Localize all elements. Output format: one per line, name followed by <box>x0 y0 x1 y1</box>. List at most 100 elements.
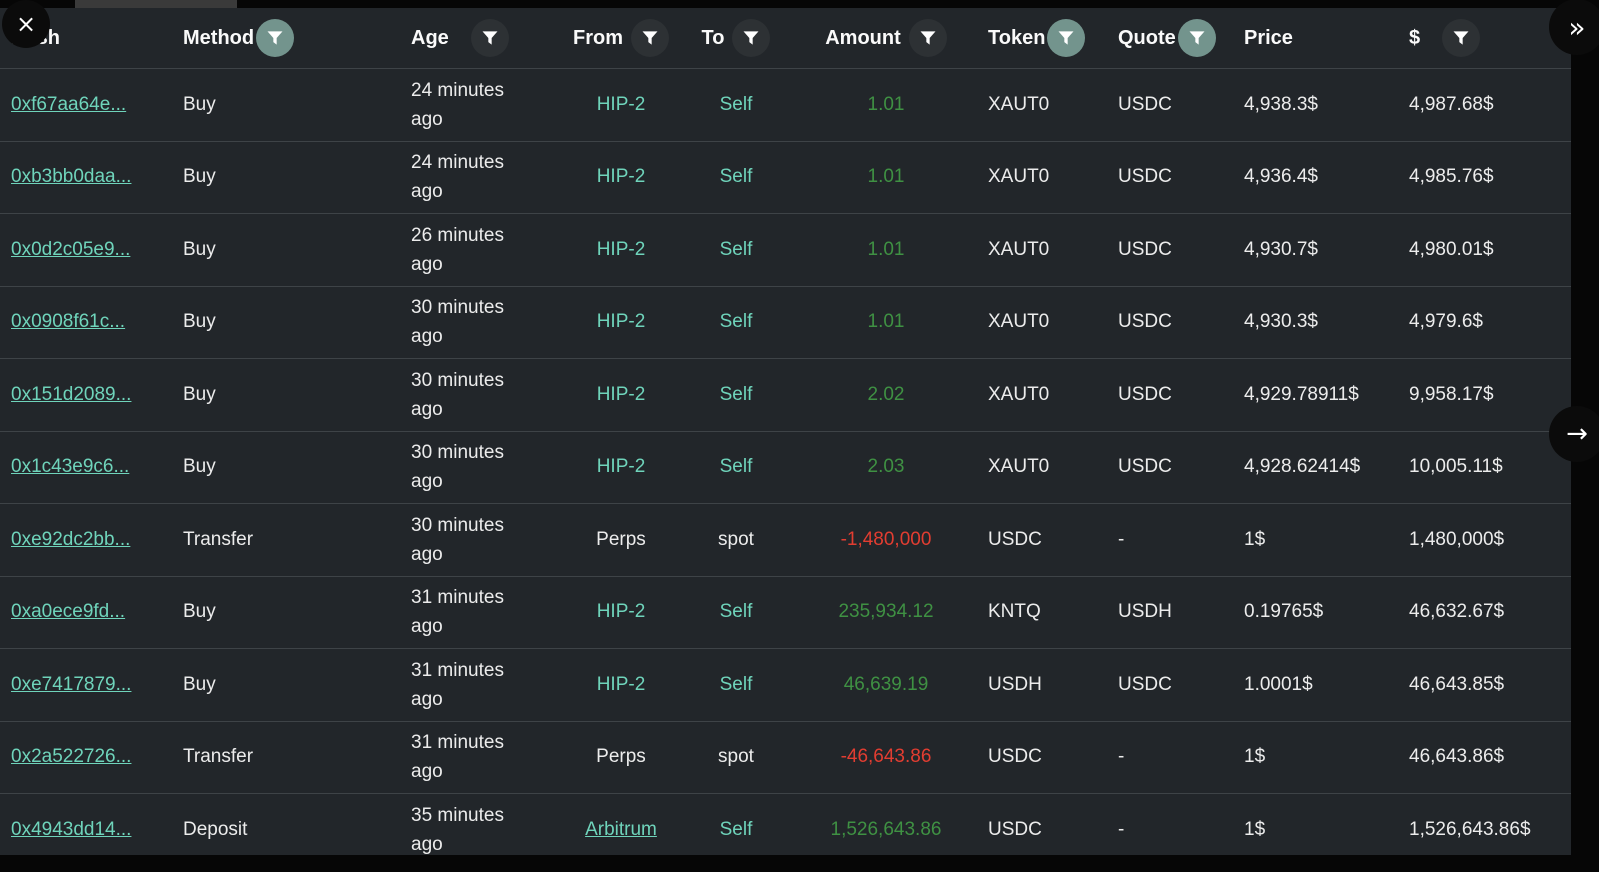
column-header-label: Token <box>988 26 1046 49</box>
column-header-label: Amount <box>825 26 901 49</box>
double-chevron-right-icon: » <box>1568 10 1586 44</box>
to-value[interactable]: Self <box>719 456 753 478</box>
from-value[interactable]: HIP-2 <box>596 238 646 260</box>
filter-icon-usd[interactable] <box>1442 19 1481 57</box>
scroll-right-button[interactable]: → <box>1549 406 1599 462</box>
to-value[interactable]: Self <box>719 383 753 405</box>
from-value: Perps <box>596 746 646 768</box>
hash-link[interactable]: 0x4943dd14... <box>11 818 132 840</box>
to-value[interactable]: Self <box>719 601 753 623</box>
from-value[interactable]: HIP-2 <box>596 673 646 695</box>
collapse-panel-button[interactable]: » <box>1549 0 1599 55</box>
filter-icon-token[interactable] <box>1047 19 1086 57</box>
cell-to: Self <box>677 239 795 261</box>
cell-method: Transfer <box>183 746 254 768</box>
from-value[interactable]: HIP-2 <box>596 311 646 333</box>
filter-icon-from[interactable] <box>631 19 669 57</box>
cell-token: XAUT0 <box>988 311 1050 333</box>
column-header-label: Method <box>183 26 255 49</box>
column-header-amount: Amount <box>795 19 977 57</box>
column-header-quote: Quote <box>1107 19 1233 57</box>
arrow-right-icon: → <box>1566 419 1588 449</box>
cell-token: KNTQ <box>988 601 1041 623</box>
hash-link[interactable]: 0xe7417879... <box>11 673 132 695</box>
hash-link[interactable]: 0xe92dc2bb... <box>11 528 131 550</box>
cell-price: 1$ <box>1244 528 1266 550</box>
column-header-label: From <box>573 26 623 49</box>
cell-price: 4,929.78911$ <box>1244 383 1359 405</box>
cell-from: HIP-2 <box>565 94 677 116</box>
column-header-label: To <box>701 26 725 49</box>
cell-hash: 0x151d2089... <box>0 384 172 406</box>
cell-hash: 0xe92dc2bb... <box>0 529 172 551</box>
age-text: 35 minutes ago <box>411 804 504 855</box>
cell-quote: USDC <box>1118 673 1172 695</box>
from-value[interactable]: HIP-2 <box>596 456 646 478</box>
cell-to: Self <box>677 601 795 623</box>
hash-link[interactable]: 0x1c43e9c6... <box>11 456 130 478</box>
cell-method: Buy <box>183 311 216 333</box>
top-edge-strip <box>75 0 237 8</box>
cell-quote: USDC <box>1118 311 1172 333</box>
from-value[interactable]: HIP-2 <box>596 166 646 188</box>
filter-icon-method[interactable] <box>256 19 295 57</box>
cell-to: Self <box>677 384 795 406</box>
cell-amount: 1.01 <box>867 311 905 333</box>
to-value[interactable]: Self <box>719 93 753 115</box>
cell-amount: 46,639.19 <box>843 673 929 695</box>
from-value[interactable]: HIP-2 <box>596 383 646 405</box>
cell-token: XAUT0 <box>988 383 1050 405</box>
filter-icon-age[interactable] <box>470 19 509 57</box>
hash-link[interactable]: 0xb3bb0daa... <box>11 166 132 188</box>
from-value[interactable]: HIP-2 <box>596 601 646 623</box>
cell-to: Self <box>677 166 795 188</box>
age-text: 30 minutes ago <box>411 369 504 420</box>
column-header-label: Age <box>411 26 449 49</box>
close-button[interactable]: × <box>2 0 50 48</box>
from-value[interactable]: Arbitrum <box>585 818 657 840</box>
table-row: 0x2a522726... Transfer 31 minutes ago Pe… <box>0 720 1571 794</box>
cell-from: HIP-2 <box>565 239 677 261</box>
cell-amount: 2.03 <box>867 456 905 478</box>
cell-token: XAUT0 <box>988 93 1050 115</box>
to-value: spot <box>718 746 754 768</box>
table-body: 0xf67aa64e... Buy 24 minutes ago HIP-2 S… <box>0 68 1571 866</box>
table-row: 0x151d2089... Buy 30 minutes ago HIP-2 S… <box>0 358 1571 431</box>
hash-link[interactable]: 0xf67aa64e... <box>11 93 127 115</box>
age-text: 31 minutes ago <box>411 659 504 710</box>
to-value[interactable]: Self <box>719 311 753 333</box>
cell-price: 4,938.3$ <box>1244 93 1318 115</box>
from-value[interactable]: HIP-2 <box>596 93 646 115</box>
hash-link[interactable]: 0x0908f61c... <box>11 311 126 333</box>
cell-to: spot <box>677 529 795 551</box>
cell-to: Self <box>677 94 795 116</box>
funnel-glyph <box>267 31 283 45</box>
cell-usd: 4,980.01$ <box>1409 238 1494 260</box>
hash-link[interactable]: 0x0d2c05e9... <box>11 238 131 260</box>
cell-method: Buy <box>183 238 216 260</box>
filter-icon-quote[interactable] <box>1177 19 1216 57</box>
cell-quote: USDC <box>1118 166 1172 188</box>
hash-link[interactable]: 0x2a522726... <box>11 746 132 768</box>
age-text: 24 minutes ago <box>411 79 504 130</box>
filter-icon-to[interactable] <box>732 19 771 57</box>
filter-icon-amount[interactable] <box>908 19 947 57</box>
to-value[interactable]: Self <box>719 166 753 188</box>
to-value[interactable]: Self <box>719 673 753 695</box>
cell-method: Buy <box>183 456 216 478</box>
cell-amount: -1,480,000 <box>840 528 932 550</box>
cell-from: HIP-2 <box>565 601 677 623</box>
hash-link[interactable]: 0xa0ece9fd... <box>11 601 126 623</box>
cell-usd: 4,985.76$ <box>1409 166 1494 188</box>
cell-to: Self <box>677 456 795 478</box>
age-text: 31 minutes ago <box>411 732 504 783</box>
to-value[interactable]: Self <box>719 818 753 840</box>
hash-link[interactable]: 0x151d2089... <box>11 383 132 405</box>
cell-price: 1.0001$ <box>1244 673 1313 695</box>
column-header-label: Quote <box>1118 26 1176 49</box>
to-value[interactable]: Self <box>719 238 753 260</box>
from-value: Perps <box>596 528 646 550</box>
cell-age: 30 minutes ago <box>400 366 565 424</box>
cell-age: 30 minutes ago <box>400 511 565 569</box>
cell-token: USDC <box>988 746 1042 768</box>
